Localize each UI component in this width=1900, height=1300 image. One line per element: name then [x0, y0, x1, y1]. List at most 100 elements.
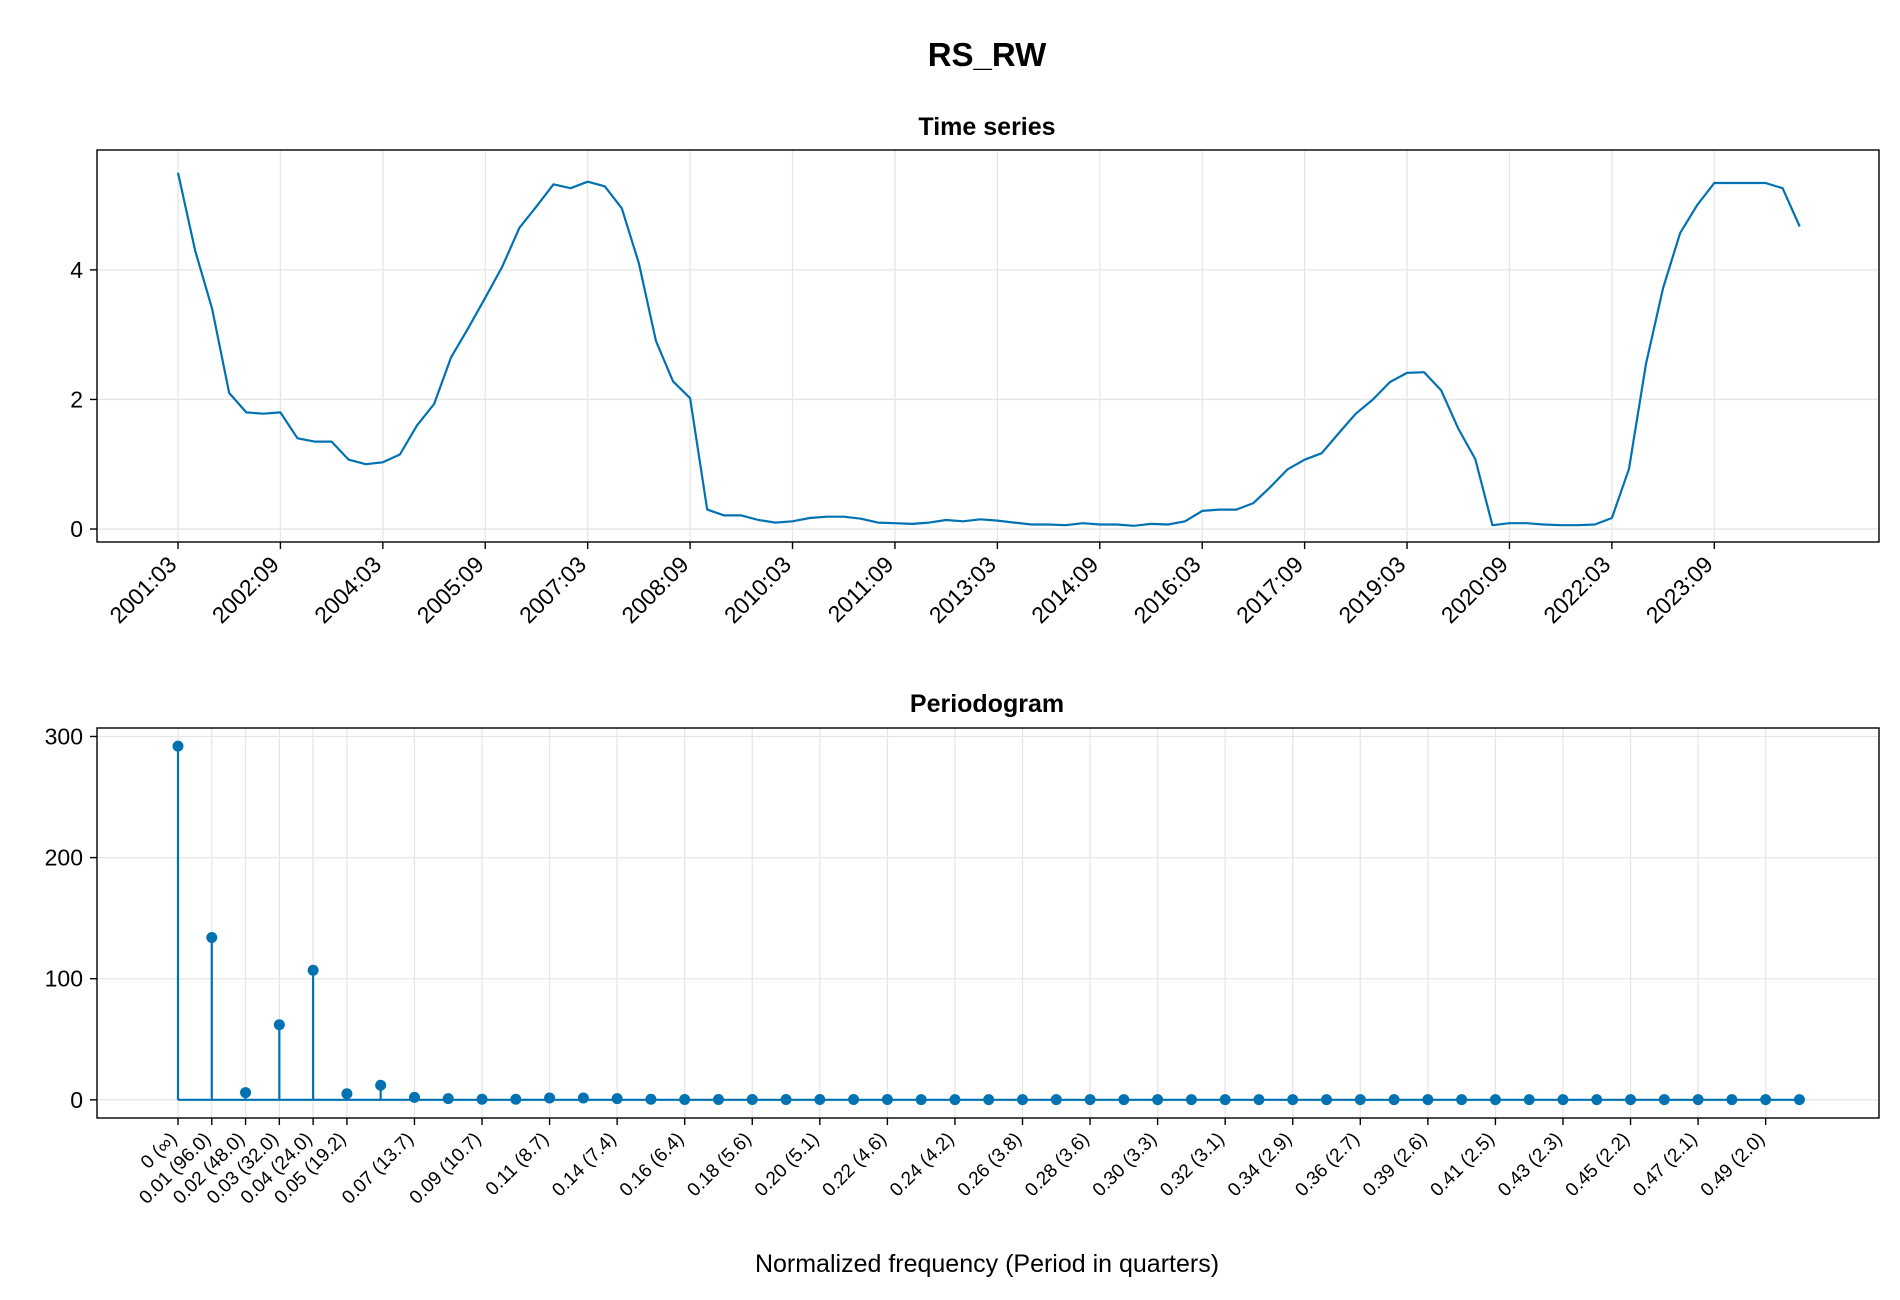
ts-ytick-label-0: 0: [70, 516, 83, 542]
periodogram-point-19: [814, 1093, 826, 1105]
periodogram-point-44: [1658, 1094, 1670, 1106]
periodogram-point-1: [206, 932, 218, 944]
periodogram-point-33: [1287, 1094, 1299, 1106]
ts-xtick-label-9: 2014:09: [1026, 551, 1103, 628]
periodogram-point-32: [1253, 1094, 1265, 1106]
periodogram-point-30: [1185, 1094, 1197, 1106]
periodogram-point-12: [577, 1092, 589, 1104]
periodogram-point-16: [712, 1093, 724, 1105]
periodogram-frame: [96, 727, 1880, 1119]
pg-ytick-label-2: 200: [45, 845, 83, 871]
pg-xtick-label-20: 0.36 (2.7): [1291, 1129, 1363, 1201]
periodogram-point-42: [1591, 1094, 1603, 1106]
ts-ytick-label-1: 2: [70, 386, 83, 412]
periodogram-point-27: [1084, 1094, 1096, 1106]
periodogram-point-22: [915, 1094, 927, 1106]
periodogram-point-14: [645, 1093, 657, 1105]
pg-xtick-label-19: 0.34 (2.9): [1224, 1129, 1296, 1201]
ts-xtick-label-5: 2008:09: [616, 551, 693, 628]
pg-xtick-label-9: 0.14 (7.4): [548, 1129, 620, 1201]
periodogram-x-axis-label: Normalized frequency (Period in quarters…: [755, 1250, 1219, 1278]
periodogram-point-26: [1050, 1094, 1062, 1106]
pg-xtick-label-12: 0.20 (5.1): [751, 1129, 823, 1201]
pg-xtick-label-8: 0.11 (8.7): [482, 1129, 553, 1200]
pg-xtick-label-18: 0.32 (3.1): [1156, 1129, 1228, 1201]
pg-ytick-label-1: 100: [45, 966, 83, 992]
time-series-line-layer: [176, 172, 1801, 527]
periodogram-point-20: [848, 1093, 860, 1105]
periodogram-point-31: [1219, 1094, 1231, 1106]
pg-xtick-label-14: 0.24 (4.2): [886, 1129, 958, 1201]
periodogram-x-axis: 0 (∞)0.01 (96.0)0.02 (48.0)0.03 (32.0)0.…: [135, 1118, 1769, 1209]
ts-xtick-label-0: 2001:03: [104, 551, 181, 628]
periodogram-point-43: [1625, 1094, 1637, 1106]
pg-xtick-label-13: 0.22 (4.6): [819, 1129, 891, 1201]
ts-xtick-label-3: 2005:09: [412, 551, 489, 628]
time-series-x-axis: 2001:03 2002:09 2004:03 2005:09 2007:03 2008:…: [104, 542, 1718, 628]
periodogram-point-18: [780, 1093, 792, 1105]
pg-xtick-label-16: 0.28 (3.6): [1021, 1129, 1093, 1201]
periodogram-point-10: [510, 1093, 522, 1105]
periodogram-point-13: [611, 1093, 623, 1105]
periodogram-point-35: [1354, 1094, 1366, 1106]
ts-xtick-label-6: 2010:03: [719, 551, 796, 628]
periodogram-point-5: [341, 1088, 353, 1100]
periodogram-point-28: [1118, 1094, 1130, 1106]
pg-xtick-label-7: 0.09 (10.7): [406, 1129, 486, 1209]
ts-xtick-label-14: 2022:03: [1538, 551, 1615, 628]
ts-xtick-label-7: 2011:09: [823, 551, 899, 627]
periodogram-point-0: [172, 740, 184, 752]
ts-ytick-label-2: 4: [70, 257, 83, 283]
pg-xtick-label-26: 0.49 (2.0): [1697, 1129, 1769, 1201]
periodogram-point-25: [1017, 1094, 1028, 1106]
pg-ytick-label-3: 300: [45, 723, 83, 749]
ts-xtick-label-10: 2016:03: [1129, 551, 1206, 628]
periodogram-point-41: [1557, 1094, 1569, 1106]
periodogram-point-9: [476, 1093, 488, 1105]
time-series-grid: [97, 150, 1879, 542]
periodogram-point-48: [1793, 1094, 1805, 1106]
time-series-line: [176, 172, 1801, 527]
periodogram-point-21: [881, 1093, 893, 1105]
periodogram-point-6: [375, 1079, 387, 1091]
periodogram-point-45: [1692, 1094, 1704, 1106]
time-series-y-axis: 0 2 4: [70, 257, 97, 542]
periodogram-panel: Periodogram 0 100 200 300 0 (∞)0.01 (96.0)0…: [45, 690, 1880, 1278]
periodogram-point-2: [240, 1087, 252, 1099]
pg-xtick-label-11: 0.18 (5.6): [683, 1129, 755, 1201]
periodogram-point-47: [1760, 1094, 1772, 1106]
figure-title: RS_RW: [928, 36, 1047, 73]
time-series-frame: [96, 149, 1880, 543]
periodogram-point-40: [1523, 1094, 1535, 1106]
periodogram-point-17: [746, 1093, 758, 1105]
pg-xtick-label-15: 0.26 (3.8): [954, 1129, 1026, 1201]
periodogram-point-29: [1152, 1094, 1164, 1106]
pg-xtick-label-24: 0.45 (2.2): [1562, 1129, 1634, 1201]
periodogram-point-37: [1422, 1094, 1434, 1106]
periodogram-point-23: [949, 1094, 961, 1106]
ts-xtick-label-12: 2019:03: [1333, 551, 1410, 628]
periodogram-stems-layer: [172, 740, 1805, 1106]
pg-xtick-label-23: 0.43 (2.3): [1494, 1129, 1566, 1201]
periodogram-point-36: [1388, 1094, 1400, 1106]
ts-xtick-label-2: 2004:03: [309, 551, 386, 628]
periodogram-point-4: [307, 964, 319, 976]
ts-xtick-label-1: 2002:09: [207, 551, 284, 628]
pg-xtick-label-6: 0.07 (13.7): [338, 1129, 418, 1209]
time-series-panel: Time series 0 2 4 2001:03 2002:09 2004:03 200…: [70, 113, 1880, 628]
pg-xtick-label-22: 0.41 (2.5): [1427, 1129, 1499, 1201]
pg-xtick-label-21: 0.39 (2.6): [1359, 1129, 1431, 1201]
periodogram-y-axis: 0 100 200 300: [45, 723, 97, 1113]
pg-ytick-label-0: 0: [70, 1087, 83, 1113]
time-series-title: Time series: [918, 113, 1055, 141]
periodogram-grid: [97, 728, 1879, 1118]
periodogram-point-39: [1489, 1094, 1501, 1106]
periodogram-title: Periodogram: [910, 690, 1064, 718]
ts-xtick-label-15: 2023:09: [1641, 551, 1718, 628]
periodogram-point-24: [983, 1094, 995, 1106]
periodogram-point-8: [442, 1093, 454, 1105]
periodogram-point-15: [679, 1093, 691, 1105]
periodogram-point-3: [273, 1019, 285, 1031]
ts-xtick-label-8: 2013:03: [924, 551, 1001, 628]
